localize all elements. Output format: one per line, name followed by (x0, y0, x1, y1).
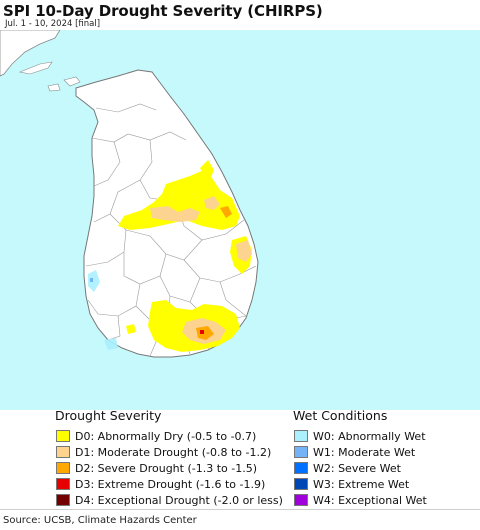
legend-label-d3: D3: Extreme Drought (-1.6 to -1.9) (75, 477, 266, 491)
legend-label-d4: D4: Exceptional Drought (-2.0 or less) (75, 493, 283, 507)
map-subtitle: Jul. 1 - 10, 2024 [final] (5, 19, 101, 29)
swatch-d4 (56, 494, 70, 506)
wet-w0-areas (88, 270, 118, 350)
legend-item-d3: D3: Extreme Drought (-1.6 to -1.9) (56, 476, 283, 492)
swatch-w1 (294, 446, 308, 458)
map-title: SPI 10-Day Drought Severity (CHIRPS) (3, 2, 323, 20)
legend-label-d1: D1: Moderate Drought (-0.8 to -1.2) (75, 445, 272, 459)
legend-label-d0: D0: Abnormally Dry (-0.5 to -0.7) (75, 429, 257, 443)
legend-item-w2: W2: Severe Wet (294, 460, 427, 476)
swatch-w0 (294, 430, 308, 442)
island-mannar (18, 61, 53, 75)
wet-legend-heading: Wet Conditions (293, 408, 388, 423)
swatch-w2 (294, 462, 308, 474)
footer-divider (0, 509, 480, 510)
island-north-2 (47, 83, 61, 92)
swatch-d1 (56, 446, 70, 458)
legend-item-w3: W3: Extreme Wet (294, 476, 427, 492)
drought-d2-areas (196, 206, 232, 340)
drought-d3-areas (200, 330, 204, 334)
legend-label-d2: D2: Severe Drought (-1.3 to -1.5) (75, 461, 258, 475)
legend-item-d2: D2: Severe Drought (-1.3 to -1.5) (56, 460, 283, 476)
legend-label-w1: W1: Moderate Wet (313, 445, 416, 459)
legend-item-d1: D1: Moderate Drought (-0.8 to -1.2) (56, 444, 283, 460)
drought-legend-heading: Drought Severity (55, 408, 162, 423)
legend-label-w2: W2: Severe Wet (313, 461, 401, 475)
legend-label-w0: W0: Abnormally Wet (313, 429, 426, 443)
swatch-w4 (294, 494, 308, 506)
legend-item-w1: W1: Moderate Wet (294, 444, 427, 460)
legend-label-w3: W3: Extreme Wet (313, 477, 410, 491)
legend-item-w4: W4: Exceptional Wet (294, 492, 427, 508)
sri-lanka-map (0, 30, 259, 358)
wet-w1-areas (90, 278, 93, 282)
india-coast (0, 30, 61, 77)
legend-item-w0: W0: Abnormally Wet (294, 428, 427, 444)
swatch-d2 (56, 462, 70, 474)
drought-legend: D0: Abnormally Dry (-0.5 to -0.7) D1: Mo… (56, 428, 283, 508)
source-credit: Source: UCSB, Climate Hazards Center (3, 515, 197, 526)
island-north-1 (63, 76, 81, 87)
swatch-d0 (56, 430, 70, 442)
legend-item-d4: D4: Exceptional Drought (-2.0 or less) (56, 492, 283, 508)
map-panel (0, 30, 480, 410)
legend-item-d0: D0: Abnormally Dry (-0.5 to -0.7) (56, 428, 283, 444)
legend-label-w4: W4: Exceptional Wet (313, 493, 427, 507)
swatch-w3 (294, 478, 308, 490)
wet-legend: W0: Abnormally Wet W1: Moderate Wet W2: … (294, 428, 427, 508)
swatch-d3 (56, 478, 70, 490)
